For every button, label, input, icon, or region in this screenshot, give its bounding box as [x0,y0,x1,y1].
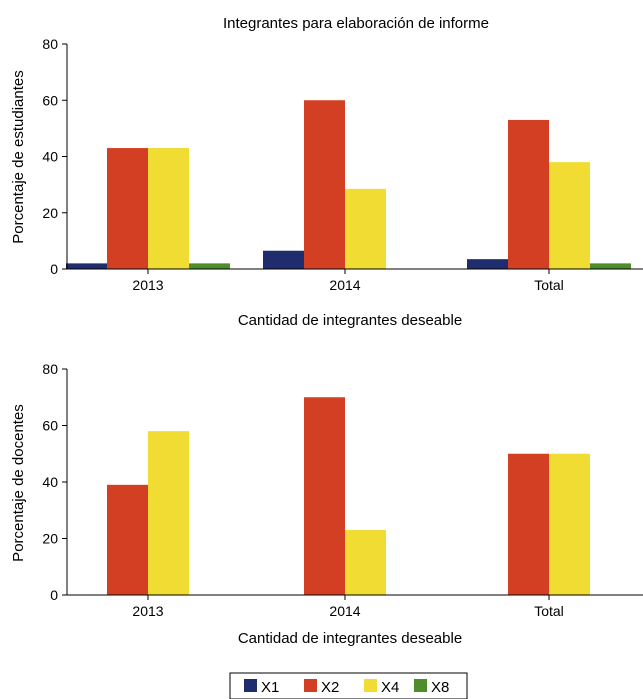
chart-bottom: 0 20 40 60 80 2013 2014 Total Cantidad de integ… [10,361,643,647]
chart-bottom-ylabel: Porcentaje de docentes [10,404,27,562]
bar-top-x2-2013 [107,148,148,269]
x-tick-label: 2014 [329,277,360,293]
y-tick-label: 0 [50,261,58,277]
chart-top-bars [66,100,631,269]
legend-label-x4: X4 [381,679,399,696]
y-tick-label: 60 [42,92,58,108]
bar-bottom-x4-total [549,453,590,595]
chart-legend: X1 X2 X4 X8 [229,672,468,699]
y-tick-label: 0 [50,587,58,603]
legend-frame [229,672,468,699]
chart-top-title: Integrantes para elaboración de informe [223,15,489,32]
bar-top-x4-2013 [148,148,189,269]
y-tick-label: 20 [42,531,58,547]
bar-top-x1-2014 [263,250,304,269]
y-tick-label: 20 [42,205,58,221]
legend-swatch-x8 [414,679,427,692]
bar-bottom-x4-2013 [148,431,189,595]
bar-top-x2-2014 [304,100,345,269]
bar-bottom-x2-2014 [304,397,345,595]
chart-top-ylabel: Porcentaje de estudiantes [10,70,27,243]
bar-top-x2-total [508,119,549,269]
bar-top-x4-total [549,162,590,269]
legend-swatch-x2 [304,679,317,692]
bar-bottom-x2-total [508,453,549,595]
chart-bottom-bars [107,397,590,595]
x-tick-label: Total [534,603,564,619]
bar-top-x4-2014 [345,188,386,269]
bar-bottom-x2-2013 [107,484,148,595]
bar-bottom-x4-2014 [345,530,386,595]
y-tick-label: 80 [42,36,58,52]
y-tick-label: 60 [42,418,58,434]
chart-bottom-xlabel: Cantidad de integrantes deseable [238,630,462,647]
chart-top-xlabel: Cantidad de integrantes deseable [238,312,462,329]
chart-top: Integrantes para elaboración de informe … [10,15,643,329]
chart-top-axes: 0 20 40 60 80 2013 2014 Total [42,36,643,293]
y-tick-label: 40 [42,149,58,165]
legend-label-x1: X1 [261,679,279,696]
y-tick-label: 80 [42,361,58,377]
legend-swatch-x4 [364,679,377,692]
legend-label-x2: X2 [321,679,339,696]
chart-bottom-axes: 0 20 40 60 80 2013 2014 Total [42,361,643,619]
x-tick-label: 2014 [329,603,360,619]
y-tick-label: 40 [42,474,58,490]
x-tick-label: 2013 [132,277,163,293]
bar-top-x8-total [590,263,631,269]
x-tick-label: 2013 [132,603,163,619]
bar-top-x8-2013 [189,263,230,269]
x-tick-label: Total [534,277,564,293]
bar-top-x1-2013 [66,263,107,269]
legend-label-x8: X8 [431,679,449,696]
bar-top-x1-total [467,259,508,269]
legend-swatch-x1 [244,679,257,692]
